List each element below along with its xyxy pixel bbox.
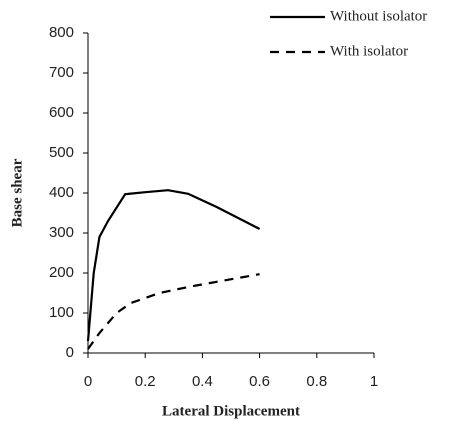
legend-label: Without isolator	[330, 8, 427, 24]
x-tick-label: 0.2	[135, 373, 156, 390]
x-axis-label: Lateral Displacement	[162, 403, 300, 419]
y-tick-label: 100	[49, 304, 74, 321]
y-tick-label: 400	[49, 184, 74, 201]
y-tick-label: 500	[49, 144, 74, 161]
y-tick-label: 700	[49, 64, 74, 81]
y-tick-label: 300	[49, 224, 74, 241]
x-tick-label: 1	[370, 373, 378, 390]
y-tick-label: 200	[49, 264, 74, 281]
x-tick-label: 0.8	[306, 373, 327, 390]
y-tick-label: 600	[49, 104, 74, 121]
y-tick-label: 800	[49, 24, 74, 41]
series-line	[86, 189, 261, 342]
legend-label: With isolator	[330, 43, 408, 59]
x-tick-label: 0.4	[192, 373, 213, 390]
y-tick-label: 0	[66, 344, 74, 361]
x-tick-label: 0	[84, 373, 92, 390]
x-tick-label: 0.6	[249, 373, 270, 390]
series-line	[87, 273, 260, 350]
y-axis-label: Base shear	[9, 158, 25, 227]
